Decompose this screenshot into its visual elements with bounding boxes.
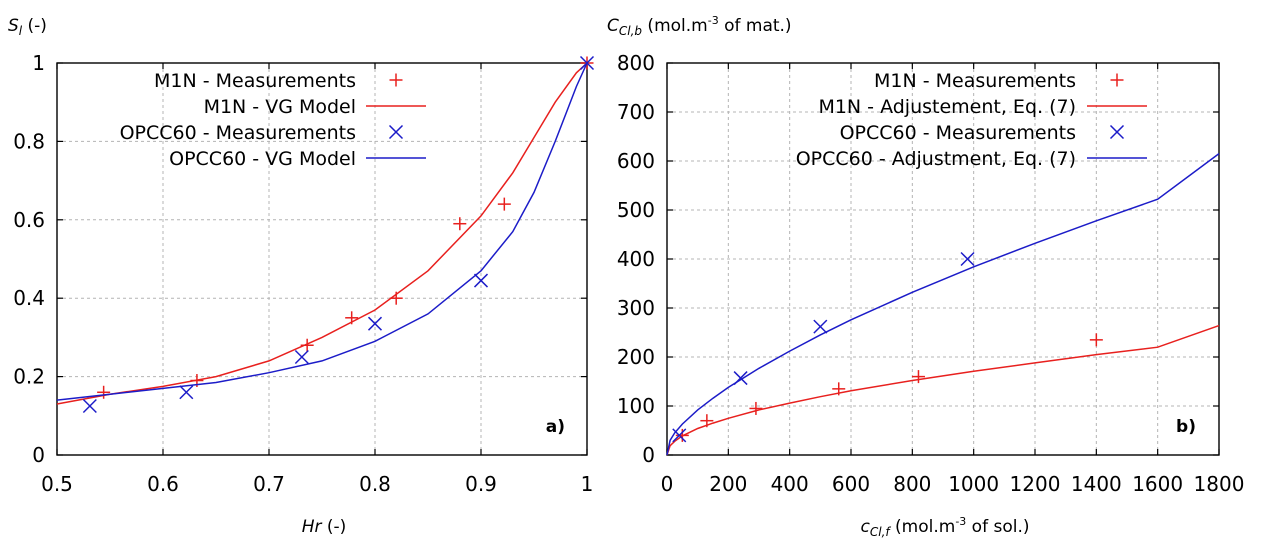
- chart-b-legend-label: OPCC60 - Adjustment, Eq. (7): [796, 148, 1076, 170]
- chart-a-ylabel: Sl (-): [8, 16, 47, 38]
- chart-b-series-3-point-d2: [672, 428, 687, 443]
- chart-a-panel-label: a): [546, 417, 565, 437]
- chart-b-series-3-point-d2: [813, 319, 828, 334]
- chart-b-x-tick-label: 0: [661, 472, 674, 496]
- chart-b-y-tick-label: 100: [617, 394, 655, 418]
- chart-a-legend-label: M1N - Measurements: [154, 70, 356, 92]
- chart-b-y-tick-label: 300: [617, 296, 655, 320]
- chart-a-y-tick-label: 0.4: [13, 286, 45, 310]
- chart-a-series-1-point: [453, 217, 467, 231]
- chart-a-series-4-line: [56, 62, 588, 401]
- chart-a-series-3-point: [82, 398, 97, 414]
- chart-a-series-3-point-d2: [473, 273, 489, 288]
- chart-b-series-3-point: [813, 319, 828, 334]
- chart-b-series-3-point: [672, 428, 687, 443]
- chart-b-x-tick-label: 1200: [1010, 472, 1061, 496]
- chart-b-y-tick-label: 200: [617, 345, 655, 369]
- chart-b-y-tick-label: 400: [617, 247, 655, 271]
- chart-a-xlabel: Hr (-): [302, 517, 347, 537]
- chart-a-y-tick-label: 0.6: [13, 208, 45, 232]
- chart-b: 0 200 400 600 800 1000 1200 1400 1600 1800 0 100 200…: [617, 51, 1245, 496]
- chart-a-x-tick-label: 0.7: [253, 472, 285, 496]
- chart-a-series-1-point: [497, 197, 511, 211]
- chart-b-y-tick-label: 0: [642, 443, 655, 467]
- chart-a-plot-frame: [56, 62, 588, 456]
- chart-a-y-tick-label: 0.2: [13, 365, 45, 389]
- chart-a-x-tick-label: 0.6: [147, 472, 179, 496]
- chart-a: 0.5 0.6 0.7 0.8 0.9 1 0 0.2 0.4 0.6 0.8 1 M1N - Meas…: [13, 51, 595, 496]
- chart-a-series-3-point-d2: [82, 398, 97, 414]
- chart-a-series-2-line: [56, 62, 588, 405]
- chart-a-series-1-point: [97, 385, 111, 399]
- chart-b-y-tick-label: 800: [617, 51, 655, 75]
- chart-b-series-1-point: [749, 401, 763, 415]
- chart-a-legend-label: OPCC60 - Measurements: [120, 122, 356, 144]
- chart-b-legend-label: OPCC60 - Measurements: [840, 122, 1076, 144]
- chart-a-series-3-point: [473, 273, 489, 288]
- chart-b-x-tick-label: 400: [771, 472, 809, 496]
- chart-a-series-3-point-d2: [179, 385, 194, 400]
- chart-b-legend-label: M1N - Measurements: [874, 70, 1076, 92]
- chart-b-ylabel: CCl,b (mol.m-3 of mat.): [607, 14, 792, 38]
- chart-b-x-tick-label: 800: [893, 472, 931, 496]
- chart-a-x-tick-label: 1: [581, 472, 594, 496]
- chart-b-y-tick-label: 500: [617, 198, 655, 222]
- chart-a-series-3-point-d2: [294, 349, 309, 365]
- chart-a-series-3-point: [294, 349, 309, 365]
- chart-b-x-tick-label: 200: [709, 472, 747, 496]
- chart-b-x-tick-label: 1800: [1194, 472, 1245, 496]
- chart-a-series-3-point-d2: [367, 316, 383, 331]
- chart-a-y-tick-label: 0.8: [13, 129, 45, 153]
- chart-b-series-3-point-d2: [960, 251, 975, 267]
- chart-b-panel-label: b): [1176, 417, 1196, 437]
- chart-b-y-tick-label: 600: [617, 149, 655, 173]
- chart-b-legend-label: M1N - Adjustement, Eq. (7): [818, 96, 1076, 118]
- chart-b-series-3-point: [960, 251, 975, 267]
- chart-a-legend-label: M1N - VG Model: [204, 96, 356, 118]
- chart-b-x-tick-label: 600: [832, 472, 870, 496]
- chart-b-x-tick-label: 1000: [948, 472, 999, 496]
- chart-a-legend-label: OPCC60 - VG Model: [169, 148, 356, 170]
- chart-a-x-tick-label: 0.5: [41, 472, 73, 496]
- chart-b-series-2-line: [666, 324, 1220, 456]
- chart-a-y-tick-label: 1: [32, 51, 45, 75]
- chart-b-xlabel: cCl,f (mol.m-3 of sol.): [861, 515, 1030, 539]
- chart-b-series-1-point: [911, 370, 925, 384]
- chart-a-y-tick-label: 0: [32, 443, 45, 467]
- chart-b-legend-marker-d2: [1109, 124, 1125, 140]
- chart-a-x-tick-label: 0.9: [465, 472, 497, 496]
- chart-b-x-tick-label: 1400: [1071, 472, 1122, 496]
- chart-a-legend-marker-d2: [388, 124, 404, 140]
- chart-b-x-tick-label: 1600: [1132, 472, 1183, 496]
- chart-a-series-3-point: [367, 316, 383, 331]
- chart-a-x-tick-label: 0.8: [359, 472, 391, 496]
- chart-b-series-4-line: [666, 152, 1220, 456]
- chart-b-series-1-point: [1089, 333, 1103, 347]
- chart-b-y-tick-label: 700: [617, 100, 655, 124]
- chart-a-series-3-point: [179, 385, 194, 400]
